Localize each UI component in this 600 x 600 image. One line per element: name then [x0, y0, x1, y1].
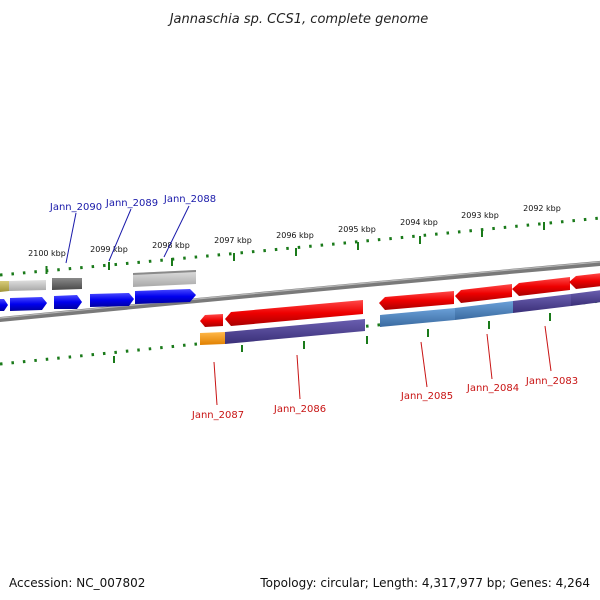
- forward-cds-track: [0, 289, 196, 311]
- leader-line: [108, 208, 132, 262]
- tick-label: 2096 kbp: [276, 231, 314, 240]
- function-bar: [455, 301, 513, 320]
- leader-line: [420, 341, 428, 388]
- function-track: [200, 290, 600, 345]
- tick-label: 2095 kbp: [338, 225, 376, 234]
- function-bar: [380, 308, 455, 327]
- function-bar: [571, 290, 600, 306]
- tick-label: 2099 kbp: [90, 245, 128, 254]
- major-tick: [113, 356, 115, 363]
- tick-label: 2098 kbp: [152, 241, 190, 250]
- leader-line: [296, 354, 301, 400]
- leader-line: [544, 325, 552, 372]
- major-tick: [241, 345, 243, 352]
- major-tick: [549, 313, 551, 321]
- leader-line: [163, 205, 190, 258]
- reverse-cds-arrow: [379, 291, 454, 310]
- function-bar: [225, 319, 365, 344]
- reverse-cds-arrow: [455, 284, 512, 303]
- reverse-cds-arrow: [569, 273, 600, 289]
- leader-line: [213, 361, 218, 406]
- genome-backbone-highlight: [0, 261, 600, 319]
- page-title: Jannaschia sp. CCS1, complete genome: [167, 12, 429, 27]
- major-tick: [171, 258, 173, 266]
- tick-label: 2097 kbp: [214, 236, 252, 245]
- leader-line: [65, 212, 77, 264]
- gene-label[interactable]: Jann_2090: [49, 202, 102, 213]
- reverse-cds-arrow: [225, 300, 363, 326]
- tick-label: 2094 kbp: [400, 218, 438, 227]
- outer-misc-features: [0, 270, 196, 292]
- reverse-cds-arrow: [200, 314, 223, 327]
- major-tick: [427, 329, 429, 337]
- tick-label: 2093 kbp: [461, 211, 499, 220]
- major-tick: [481, 229, 483, 237]
- forward-cds-arrow: [135, 289, 196, 304]
- rna-feature: [200, 332, 225, 345]
- gene-label[interactable]: Jann_2083: [525, 376, 578, 387]
- dark-gray-feature: [52, 278, 82, 290]
- gene-label[interactable]: Jann_2085: [400, 391, 453, 402]
- gene-label[interactable]: Jann_2088: [163, 194, 216, 205]
- forward-cds-arrow: [0, 299, 8, 311]
- tick-labels: 2100 kbp 2099 kbp 2098 kbp 2097 kbp 2096…: [28, 204, 561, 258]
- tick-label: 2100 kbp: [28, 249, 66, 258]
- major-tick: [45, 266, 48, 274]
- reverse-cds-track: [200, 273, 600, 327]
- upper-tick-ring: [0, 216, 600, 277]
- forward-cds-arrow: [90, 293, 134, 307]
- major-tick: [543, 222, 545, 230]
- gene-label[interactable]: Jann_2089: [105, 198, 158, 209]
- tick-label: 2092 kbp: [523, 204, 561, 213]
- major-tick: [419, 236, 421, 244]
- gene-label[interactable]: Jann_2084: [466, 383, 519, 394]
- gene-labels: Jann_2090 Jann_2089 Jann_2088 Jann_2087 …: [49, 194, 578, 421]
- function-bar: [513, 294, 571, 313]
- leader-lines: [65, 205, 552, 406]
- accession-text: Accession: NC_007802: [9, 576, 145, 590]
- major-tick: [108, 262, 110, 270]
- major-tick: [295, 248, 297, 256]
- major-tick: [357, 242, 359, 250]
- gray-feature-edge: [133, 270, 196, 275]
- major-tick: [303, 341, 305, 349]
- major-tick: [488, 321, 490, 329]
- gene-label[interactable]: Jann_2087: [191, 410, 244, 421]
- forward-cds-arrow: [10, 297, 47, 311]
- gene-label[interactable]: Jann_2086: [273, 404, 326, 415]
- genome-summary-text: Topology: circular; Length: 4,317,977 bp…: [259, 576, 590, 590]
- forward-cds-arrow: [54, 295, 82, 309]
- olive-feature: [0, 281, 9, 292]
- leader-line: [486, 333, 493, 380]
- major-tick: [233, 253, 235, 261]
- gray-feature: [9, 280, 46, 291]
- reverse-cds-arrow: [512, 277, 570, 296]
- genome-backbone: [0, 260, 600, 323]
- major-tick: [366, 336, 368, 344]
